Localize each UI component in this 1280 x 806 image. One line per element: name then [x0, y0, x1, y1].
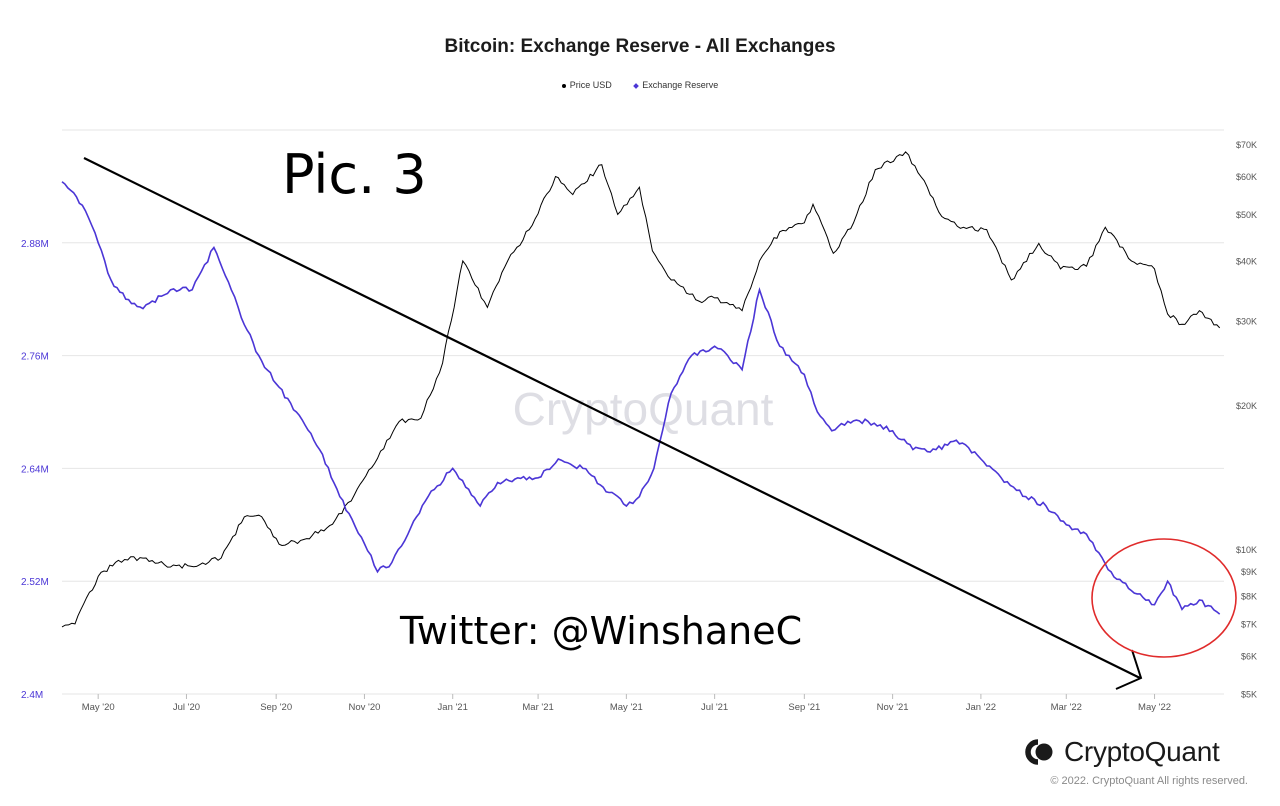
- x-tick-label: Nov '21: [877, 702, 909, 713]
- x-tick-label: Sep '21: [788, 702, 820, 713]
- x-tick-label: Jul '20: [173, 702, 200, 713]
- y-right-tick-label: $30K: [1236, 316, 1257, 326]
- copyright-text: © 2022. CryptoQuant All rights reserved.: [1050, 775, 1248, 787]
- x-tick-label: Jul '21: [701, 702, 728, 713]
- annotation-pic-label: Pic. 3: [282, 143, 427, 206]
- y-right-tick-label: $8K: [1241, 592, 1257, 602]
- x-tick-label: Mar '21: [522, 702, 553, 713]
- legend-label-reserve: Exchange Reserve: [642, 80, 719, 90]
- highlight-circle: [1091, 538, 1237, 658]
- y-right-tick-label: $9K: [1241, 567, 1257, 577]
- x-tick-label: May '20: [82, 702, 115, 713]
- y-right-tick-label: $40K: [1236, 256, 1257, 266]
- y-left-tick-label: 2.52M: [21, 577, 49, 588]
- y-right-tick-label: $7K: [1241, 619, 1257, 629]
- x-tick-label: May '21: [610, 702, 643, 713]
- grid-lines: [62, 129, 1224, 695]
- y-right-axis: $5K $6K $7K $8K $9K $10K $20K $30K $40K $50K $60K $…: [1236, 140, 1257, 700]
- trend-line: [83, 157, 1141, 679]
- y-right-tick-label: $20K: [1236, 401, 1257, 411]
- x-tick-label: Nov '20: [348, 702, 380, 713]
- y-right-tick-label: $60K: [1236, 172, 1257, 182]
- trend-arrow-icon: [1115, 649, 1143, 690]
- watermark: CryptoQuant: [513, 383, 774, 435]
- annotation-overlays: [83, 157, 1237, 690]
- legend-label-price: Price USD: [569, 80, 612, 90]
- annotation-twitter-label: Twitter: @WinshaneC: [399, 609, 802, 653]
- legend: Price USD Exchange Reserve: [0, 80, 1280, 90]
- y-left-axis: 2.4M 2.52M 2.64M 2.76M 2.88M: [21, 239, 49, 701]
- y-left-tick-label: 2.4M: [21, 690, 43, 701]
- y-right-tick-label: $10K: [1236, 545, 1257, 555]
- y-right-tick-label: $5K: [1241, 690, 1257, 700]
- x-axis: May '20 Jul '20 Sep '20 Nov '20 Jan '21 Mar '…: [82, 694, 1171, 713]
- x-tick-label: May '22: [1138, 702, 1171, 713]
- cryptoquant-logo-icon: [1025, 739, 1053, 765]
- y-left-tick-label: 2.76M: [21, 352, 49, 363]
- y-left-tick-label: 2.88M: [21, 239, 49, 250]
- chart-title: Bitcoin: Exchange Reserve - All Exchange…: [444, 36, 836, 57]
- y-right-tick-label: $50K: [1236, 210, 1257, 220]
- x-tick-label: Sep '20: [260, 702, 292, 713]
- legend-dot-icon: [561, 83, 566, 88]
- legend-item-price[interactable]: Price USD: [561, 80, 612, 90]
- x-tick-label: Jan '21: [438, 702, 468, 713]
- series-line-price: [61, 151, 1221, 628]
- y-right-tick-label: $70K: [1236, 140, 1257, 150]
- y-right-tick-label: $6K: [1241, 652, 1257, 662]
- x-tick-label: Jan '22: [966, 702, 996, 713]
- series-line-exchange-reserve: [61, 181, 1221, 615]
- y-left-tick-label: 2.64M: [21, 464, 49, 475]
- logo-text: CryptoQuant: [1064, 736, 1220, 767]
- legend-item-reserve[interactable]: Exchange Reserve: [633, 80, 719, 90]
- cryptoquant-logo[interactable]: CryptoQuant: [1018, 736, 1220, 768]
- x-tick-label: Mar '22: [1051, 702, 1082, 713]
